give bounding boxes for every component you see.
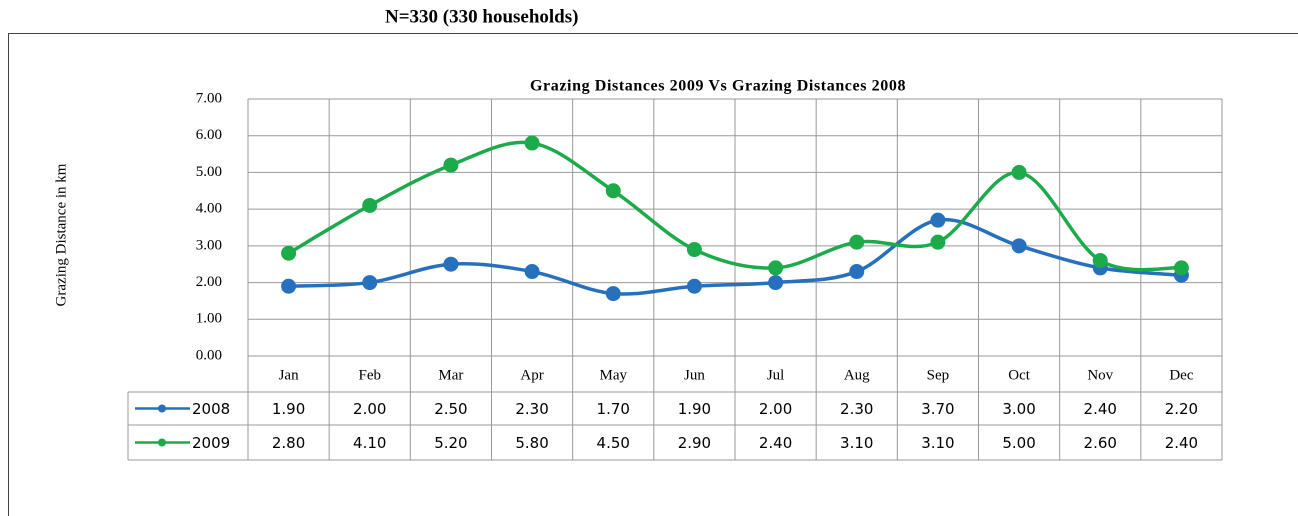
y-tick-label: 3.00 [196,237,222,253]
x-tick-label: Jul [767,367,785,383]
marker [362,197,378,213]
marker [524,135,540,151]
table-value: 1.70 [597,400,630,418]
x-tick-label: Sep [927,367,950,383]
marker [443,157,459,173]
chart-title: Grazing Distances 2009 Vs Grazing Distan… [530,78,906,95]
y-tick-label: 1.00 [196,311,222,327]
x-tick-label: Oct [1008,367,1030,383]
marker [524,264,540,280]
y-axis-label: Grazing Distance in km [53,163,69,306]
y-tick-label: 5.00 [196,164,222,180]
y-tick-label: 0.00 [196,347,222,363]
marker [849,234,865,250]
table-value: 2.50 [434,400,467,418]
legend-label: 2008 [192,400,230,418]
frame [8,33,1298,516]
table-value: 3.10 [840,434,873,452]
y-tick-label: 4.00 [196,201,222,217]
marker [686,278,702,294]
marker [1173,260,1189,276]
x-tick-label: Feb [359,367,382,383]
table-value: 1.90 [272,400,305,418]
marker [686,242,702,258]
table-value: 2.40 [1084,400,1117,418]
table-value: 2.90 [678,434,711,452]
marker [362,275,378,291]
marker [281,278,297,294]
y-tick-label: 2.00 [196,274,222,290]
table-value: 2.80 [272,434,305,452]
marker [605,183,621,199]
table-value: 2.60 [1084,434,1117,452]
marker [849,264,865,280]
table-value: 2.00 [353,400,386,418]
marker [768,275,784,291]
table-value: 3.10 [921,434,954,452]
x-tick-label: Apr [520,367,543,383]
y-tick-label: 7.00 [196,90,222,106]
marker [605,286,621,302]
table-value: 2.30 [515,400,548,418]
x-tick-label: Jan [279,367,299,383]
marker [1011,238,1027,254]
legend-marker [158,404,166,413]
marker [930,212,946,228]
table-value: 4.10 [353,434,386,452]
x-tick-label: Nov [1087,367,1113,383]
marker [930,234,946,250]
table-value: 1.90 [678,400,711,418]
table-value: 2.40 [759,434,792,452]
y-tick-label: 6.00 [196,127,222,143]
table-value: 3.70 [921,400,954,418]
table-value: 2.20 [1165,400,1198,418]
table-value: 2.00 [759,400,792,418]
x-tick-label: May [600,367,628,383]
table-value: 5.80 [515,434,548,452]
table-value: 2.30 [840,400,873,418]
legend-marker [158,438,166,447]
marker [1092,253,1108,269]
legend-label: 2009 [192,434,230,452]
marker [1011,164,1027,180]
x-tick-label: Dec [1169,367,1193,383]
x-tick-label: Jun [684,367,705,383]
x-tick-label: Mar [438,367,463,383]
x-tick-label: Aug [844,367,870,383]
table-value: 3.00 [1002,400,1035,418]
marker [281,245,297,261]
table-value: 5.00 [1002,434,1035,452]
table-value: 4.50 [597,434,630,452]
marker [768,260,784,276]
heading: N=330 (330 households) [385,6,578,27]
marker [443,256,459,272]
table-value: 2.40 [1165,434,1198,452]
table-value: 5.20 [434,434,467,452]
